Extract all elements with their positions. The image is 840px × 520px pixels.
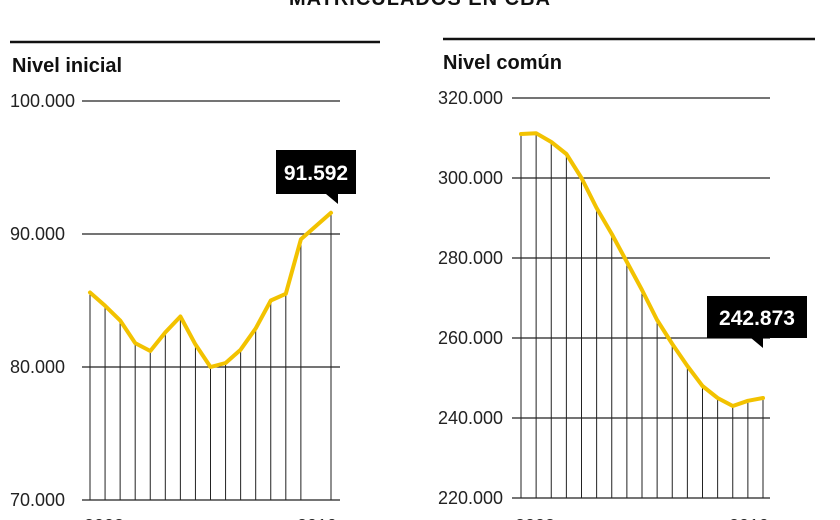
y-tick-label: 260.000 (438, 328, 503, 348)
series-line (519, 131, 765, 408)
callout-box (276, 150, 356, 194)
y-tick-label: 280.000 (438, 248, 503, 268)
value-callout: 242.873 (707, 296, 807, 348)
x-tick-label: 2019 (729, 516, 769, 520)
x-tick-label: 2003 (515, 516, 555, 520)
callout-pointer (326, 194, 338, 204)
callout-value-label: 91.592 (284, 162, 348, 185)
y-tick-label: 100.000 (10, 91, 75, 111)
panel-title-comun: Nivel común (443, 52, 562, 74)
y-tick-label: 90.000 (10, 224, 65, 244)
value-callout: 91.592 (276, 150, 356, 204)
y-tick-label: 300.000 (438, 168, 503, 188)
chart-nivel-inicial: 70.000 80.000 90.000 100.000 2003 2019 91.592 (10, 91, 356, 520)
callout-box (707, 296, 807, 338)
callout-pointer (751, 338, 763, 348)
x-tick-label: 2003 (84, 516, 124, 520)
y-tick-label: 70.000 (10, 490, 65, 510)
figure-title: MATRICULADOS EN CBA (0, 0, 840, 11)
panel-title-inicial: Nivel inicial (12, 55, 122, 77)
y-tick-label: 80.000 (10, 357, 65, 377)
y-tick-label: 240.000 (438, 408, 503, 428)
callout-value-label: 242.873 (719, 307, 795, 330)
chart-nivel-comun: 220.000 240.000 260.000 280.000 300.000 320.0… (438, 88, 807, 520)
x-tick-label: 2019 (297, 516, 337, 520)
y-tick-label: 320.000 (438, 88, 503, 108)
y-tick-label: 220.000 (438, 488, 503, 508)
series-line (88, 210, 333, 369)
